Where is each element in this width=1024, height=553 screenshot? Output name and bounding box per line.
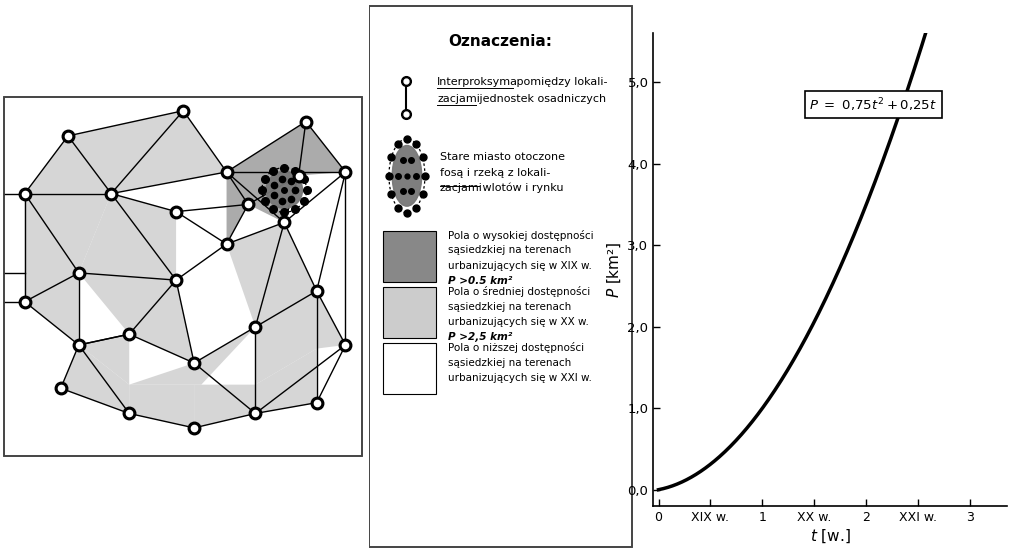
Polygon shape [248, 175, 299, 222]
Polygon shape [195, 385, 255, 428]
Y-axis label: $\mathit{P}$ [km²]: $\mathit{P}$ [km²] [606, 241, 624, 298]
Polygon shape [25, 194, 112, 273]
Text: $P\ =\ 0{,}75t^2 + 0{,}25t$: $P\ =\ 0{,}75t^2 + 0{,}25t$ [809, 96, 937, 114]
Circle shape [266, 171, 302, 208]
Polygon shape [255, 291, 316, 385]
Text: wlotów i rynku: wlotów i rynku [479, 183, 563, 194]
Text: urbanizujących się w XXI w.: urbanizujących się w XXI w. [447, 373, 592, 383]
Polygon shape [79, 334, 129, 385]
Polygon shape [112, 194, 176, 280]
Polygon shape [60, 345, 129, 414]
Text: P >0.5 km²: P >0.5 km² [447, 276, 512, 286]
Text: Pola o średniej dostępności: Pola o średniej dostępności [447, 286, 590, 298]
Circle shape [392, 145, 422, 206]
Text: Interproksyma: Interproksyma [437, 77, 518, 87]
Text: urbanizujących się w XX w.: urbanizujących się w XX w. [447, 317, 589, 327]
Text: fosą i rzeką z lokali-: fosą i rzeką z lokali- [440, 168, 550, 178]
Polygon shape [25, 136, 112, 194]
Polygon shape [226, 122, 345, 205]
Polygon shape [129, 385, 195, 428]
Polygon shape [226, 172, 248, 244]
Polygon shape [68, 111, 226, 194]
Text: Pola o niższej dostępności: Pola o niższej dostępności [447, 342, 584, 353]
Text: zacjami: zacjami [437, 93, 480, 103]
Text: zacjami: zacjami [440, 183, 483, 193]
Text: P >2,5 km²: P >2,5 km² [447, 332, 512, 342]
Polygon shape [255, 348, 316, 414]
Bar [383, 343, 436, 394]
Text: pomiędzy lokali-: pomiędzy lokali- [513, 77, 607, 87]
Text: Pola o wysokiej dostępności: Pola o wysokiej dostępności [447, 230, 594, 241]
Polygon shape [79, 194, 176, 334]
Polygon shape [226, 222, 316, 327]
Polygon shape [25, 194, 79, 302]
Text: Oznaczenia:: Oznaczenia: [449, 34, 553, 49]
Text: jednostek osadniczych: jednostek osadniczych [476, 93, 606, 103]
X-axis label: $\mathit{t}$ [w.]: $\mathit{t}$ [w.] [810, 528, 850, 545]
Text: Stare miasto otoczone: Stare miasto otoczone [440, 153, 565, 163]
Polygon shape [316, 291, 345, 348]
Text: sąsiedzkiej na terenach: sąsiedzkiej na terenach [447, 301, 571, 311]
Text: sąsiedzkiej na terenach: sąsiedzkiej na terenach [447, 358, 571, 368]
Bar [383, 231, 436, 282]
Polygon shape [129, 280, 195, 363]
Text: urbanizujących się w XIX w.: urbanizujących się w XIX w. [447, 260, 592, 271]
Polygon shape [25, 273, 79, 345]
Bar [383, 288, 436, 338]
Polygon shape [129, 327, 255, 385]
Text: sąsiedzkiej na terenach: sąsiedzkiej na terenach [447, 246, 571, 255]
